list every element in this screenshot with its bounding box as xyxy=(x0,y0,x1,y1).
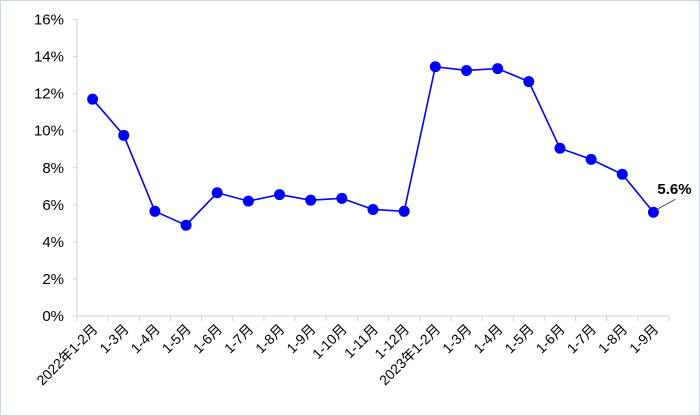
x-tick-label: 1-10月 xyxy=(309,321,350,362)
data-point xyxy=(336,192,348,204)
data-point xyxy=(585,153,597,165)
y-tick-label: 0% xyxy=(42,308,64,325)
x-tick-label: 1-7月 xyxy=(564,321,600,357)
y-tick-label: 2% xyxy=(42,271,64,288)
x-tick-label: 1-4月 xyxy=(470,321,506,357)
y-tick-label: 10% xyxy=(34,123,64,140)
x-tick-label: 1-9月 xyxy=(626,321,662,357)
x-tick-label: 1-5月 xyxy=(501,321,537,357)
data-point xyxy=(616,168,628,180)
data-point xyxy=(305,194,317,206)
data-point xyxy=(647,206,659,218)
data-point xyxy=(398,205,410,217)
data-point xyxy=(554,142,566,154)
data-point xyxy=(460,64,472,76)
data-point xyxy=(87,93,99,105)
x-tick-label: 2022年1-2月 xyxy=(33,321,100,388)
x-tick-label: 1-7月 xyxy=(221,321,257,357)
x-tick-label: 1-5月 xyxy=(159,321,195,357)
x-tick-label: 1-6月 xyxy=(190,321,226,357)
y-tick-label: 6% xyxy=(42,197,64,214)
annotation-leader xyxy=(655,198,676,211)
x-tick-label: 1-4月 xyxy=(127,321,163,357)
x-tick-label: 1-6月 xyxy=(533,321,569,357)
series-line xyxy=(91,65,655,227)
data-point xyxy=(429,61,441,73)
y-tick-label: 8% xyxy=(42,160,64,177)
x-tick-label: 1-3月 xyxy=(439,321,475,357)
y-tick-label: 4% xyxy=(42,234,64,251)
data-point xyxy=(492,63,504,75)
x-tick-label: 1-3月 xyxy=(96,321,132,357)
y-tick-label: 12% xyxy=(34,86,64,103)
data-point xyxy=(149,205,161,217)
data-point xyxy=(211,187,223,199)
data-point xyxy=(180,219,192,231)
data-label: 5.6% xyxy=(657,181,691,198)
x-tick-label: 1-8月 xyxy=(252,321,288,357)
data-point xyxy=(523,76,535,88)
x-tick-label: 1-8月 xyxy=(595,321,631,357)
data-point xyxy=(242,195,254,207)
y-tick-label: 16% xyxy=(34,12,64,29)
data-point xyxy=(118,129,130,141)
data-point xyxy=(274,189,286,201)
y-tick-label: 14% xyxy=(34,49,64,66)
data-point xyxy=(367,203,379,215)
